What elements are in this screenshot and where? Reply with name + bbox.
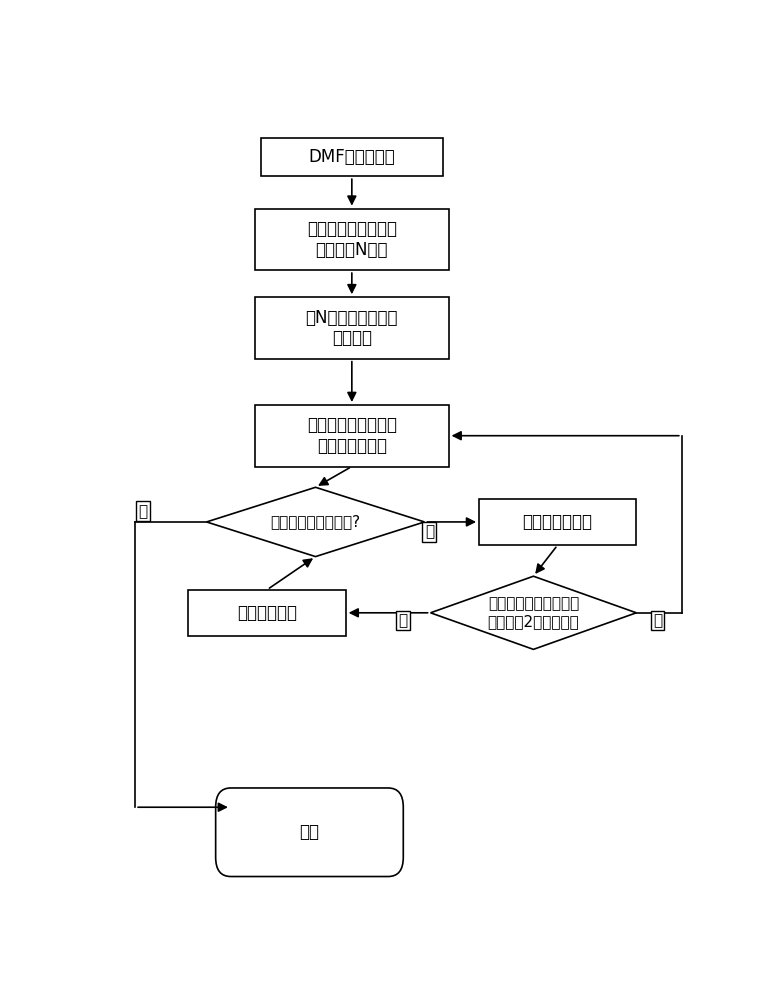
- Text: 判定为用户信号，输
出频率和码相位: 判定为用户信号，输 出频率和码相位: [307, 416, 397, 455]
- Text: 遍历剩余相关峰: 遍历剩余相关峰: [522, 513, 593, 531]
- Text: 结束: 结束: [299, 823, 319, 841]
- FancyBboxPatch shape: [261, 138, 443, 176]
- Text: 相关峰排序，取超过
门限的前N个值: 相关峰排序，取超过 门限的前N个值: [307, 220, 397, 259]
- Text: 剔除该相关峰: 剔除该相关峰: [237, 604, 297, 622]
- Text: 否: 否: [653, 613, 662, 628]
- FancyBboxPatch shape: [255, 405, 448, 467]
- Polygon shape: [430, 576, 637, 649]
- Text: DMF相关峰输出: DMF相关峰输出: [308, 148, 395, 166]
- FancyBboxPatch shape: [479, 499, 637, 545]
- Text: 是否与当前用户信号码
相位相差2个码片以内: 是否与当前用户信号码 相位相差2个码片以内: [487, 597, 580, 629]
- Text: 是: 是: [425, 524, 434, 539]
- FancyBboxPatch shape: [216, 788, 403, 877]
- Text: 否: 否: [138, 504, 148, 519]
- Text: 是: 是: [399, 613, 408, 628]
- FancyBboxPatch shape: [255, 297, 448, 359]
- Text: 是否还有剩余相关峰?: 是否还有剩余相关峰?: [270, 514, 361, 529]
- Polygon shape: [206, 487, 425, 557]
- FancyBboxPatch shape: [255, 209, 448, 270]
- FancyBboxPatch shape: [188, 590, 346, 636]
- Text: 在N个相关峰中，选
取最高峰: 在N个相关峰中，选 取最高峰: [305, 308, 398, 347]
